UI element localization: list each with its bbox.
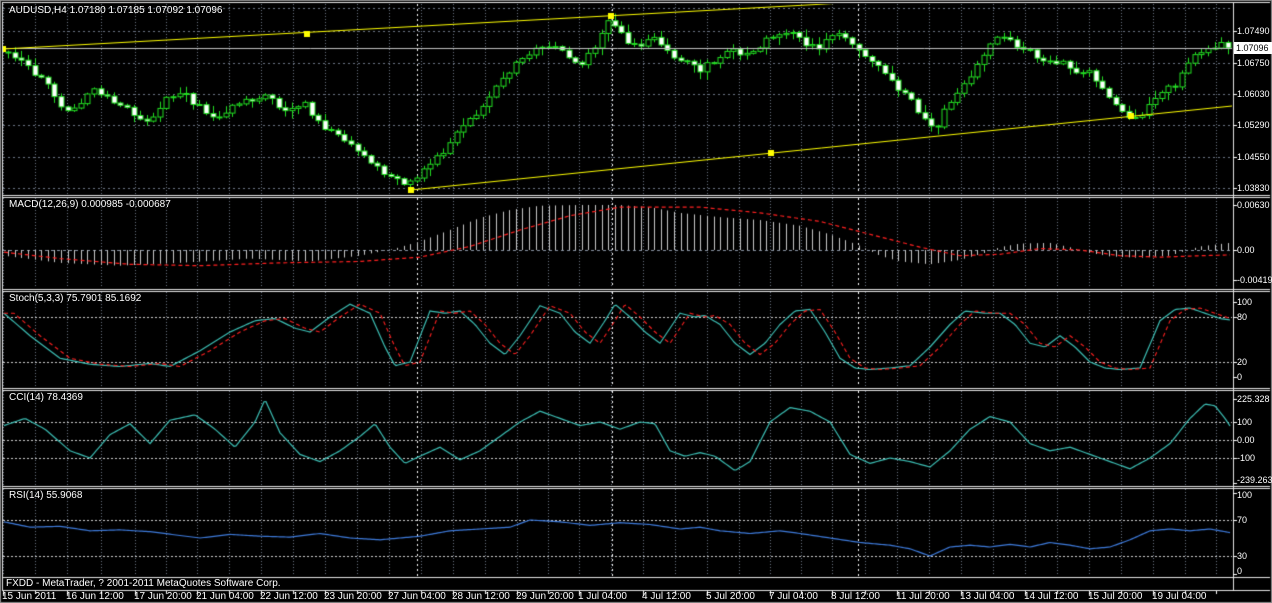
- time-axis[interactable]: [3, 590, 1232, 603]
- price-axis[interactable]: [1233, 2, 1272, 590]
- macd-panel[interactable]: [3, 198, 1232, 288]
- stochastic-panel[interactable]: [3, 292, 1232, 387]
- cci-panel[interactable]: [3, 391, 1232, 485]
- rsi-panel[interactable]: [3, 489, 1232, 576]
- main-price-panel[interactable]: [3, 4, 1232, 194]
